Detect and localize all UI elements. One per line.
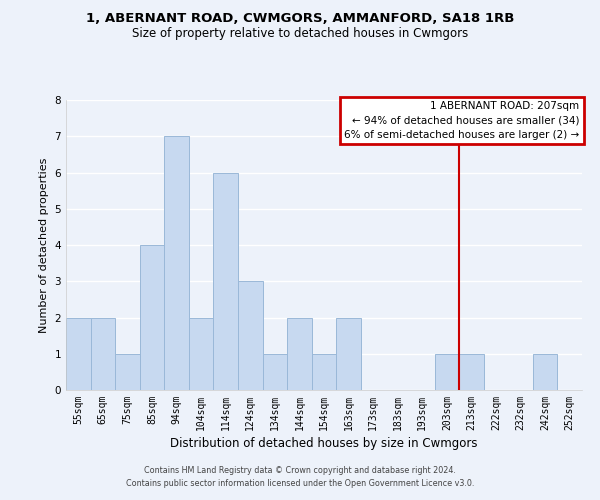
Bar <box>115 354 140 390</box>
Y-axis label: Number of detached properties: Number of detached properties <box>39 158 49 332</box>
Bar <box>263 354 287 390</box>
Bar <box>312 354 336 390</box>
Text: Size of property relative to detached houses in Cwmgors: Size of property relative to detached ho… <box>132 28 468 40</box>
Text: Contains HM Land Registry data © Crown copyright and database right 2024.
Contai: Contains HM Land Registry data © Crown c… <box>126 466 474 487</box>
Bar <box>164 136 189 390</box>
Text: 1, ABERNANT ROAD, CWMGORS, AMMANFORD, SA18 1RB: 1, ABERNANT ROAD, CWMGORS, AMMANFORD, SA… <box>86 12 514 26</box>
Bar <box>533 354 557 390</box>
Bar <box>336 318 361 390</box>
X-axis label: Distribution of detached houses by size in Cwmgors: Distribution of detached houses by size … <box>170 437 478 450</box>
Bar <box>214 172 238 390</box>
Bar <box>238 281 263 390</box>
Bar <box>66 318 91 390</box>
Bar <box>287 318 312 390</box>
Bar <box>140 245 164 390</box>
Bar <box>91 318 115 390</box>
Bar <box>189 318 214 390</box>
Text: 1 ABERNANT ROAD: 207sqm
← 94% of detached houses are smaller (34)
6% of semi-det: 1 ABERNANT ROAD: 207sqm ← 94% of detache… <box>344 102 580 140</box>
Bar <box>434 354 459 390</box>
Bar <box>459 354 484 390</box>
